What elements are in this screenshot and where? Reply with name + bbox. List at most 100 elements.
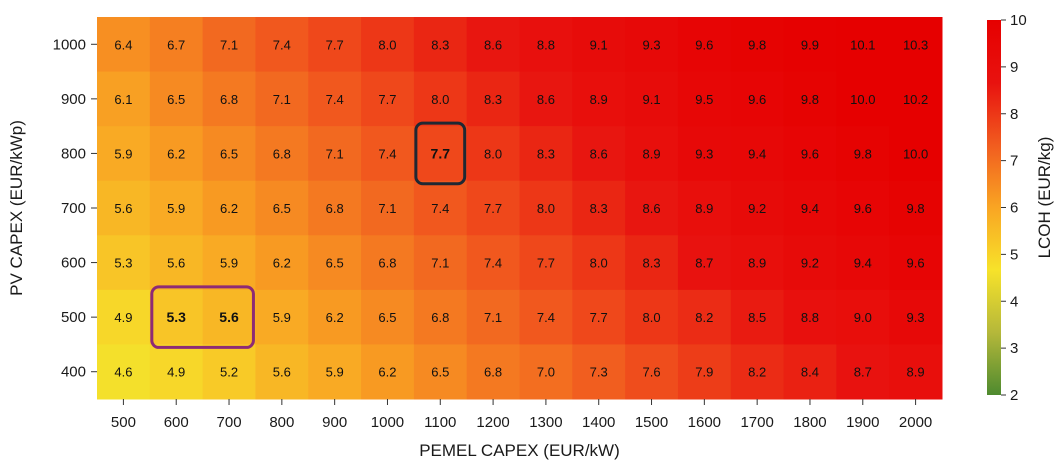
cell-value-label: 4.9 bbox=[167, 365, 185, 380]
cell-value-label: 7.4 bbox=[537, 310, 555, 325]
heatmap-cell bbox=[413, 235, 468, 291]
colorbar bbox=[987, 20, 1001, 395]
cell-value-label: 7.1 bbox=[273, 92, 291, 107]
cell-value-label: 9.5 bbox=[695, 92, 713, 107]
cell-value-label: 6.5 bbox=[167, 92, 185, 107]
heatmap-cell bbox=[836, 235, 890, 291]
cell-value-label: 8.0 bbox=[590, 256, 608, 271]
cell-value-label: 8.3 bbox=[431, 37, 449, 52]
heatmap-cell bbox=[836, 71, 890, 127]
cell-value-label: 8.9 bbox=[590, 92, 608, 107]
cell-value-label: 4.9 bbox=[114, 310, 132, 325]
cell-value-label: 4.6 bbox=[114, 365, 132, 380]
heatmap-cell bbox=[519, 17, 573, 73]
heatmap-cell bbox=[97, 235, 151, 291]
heatmap-cell bbox=[413, 180, 468, 236]
colorbar-tick-label: 4 bbox=[1010, 293, 1018, 310]
heatmap-cell bbox=[625, 180, 679, 236]
cell-value-label: 7.4 bbox=[484, 256, 502, 271]
cell-value-label: 6.2 bbox=[167, 146, 185, 161]
heatmap-cell bbox=[783, 235, 837, 291]
cell-value-label: 5.9 bbox=[167, 201, 185, 216]
heatmap-cell bbox=[889, 126, 943, 182]
cell-value-label: 5.6 bbox=[114, 201, 132, 216]
heatmap-cell bbox=[149, 235, 204, 291]
heatmap-cell bbox=[677, 17, 732, 73]
heatmap-cell bbox=[466, 71, 520, 127]
heatmap-cell bbox=[730, 180, 785, 236]
heatmap-cell bbox=[677, 235, 732, 291]
colorbar-tick-label: 8 bbox=[1010, 106, 1018, 123]
heatmap-cell bbox=[519, 344, 573, 400]
cell-value-label: 7.1 bbox=[484, 310, 502, 325]
cell-value-label: 6.7 bbox=[167, 37, 185, 52]
heatmap-cell bbox=[97, 180, 151, 236]
cell-value-label: 9.3 bbox=[642, 37, 660, 52]
cell-value-label: 6.5 bbox=[326, 256, 344, 271]
heatmap-cell bbox=[308, 180, 362, 236]
cell-value-label: 6.2 bbox=[220, 201, 238, 216]
heatmap-cell bbox=[625, 71, 679, 127]
heatmap-cell bbox=[466, 180, 520, 236]
heatmap-cell bbox=[202, 126, 256, 182]
cell-value-label: 5.9 bbox=[326, 365, 344, 380]
heatmap-cell bbox=[149, 289, 204, 345]
heatmap-cell bbox=[202, 235, 256, 291]
heatmap-cell bbox=[677, 289, 732, 345]
heatmap-cell bbox=[836, 180, 890, 236]
heatmap-cell bbox=[625, 289, 679, 345]
x-tick-label: 1200 bbox=[476, 414, 509, 431]
cell-value-label: 6.5 bbox=[378, 310, 396, 325]
x-tick-label: 1400 bbox=[582, 414, 615, 431]
colorbar-tick-label: 10 bbox=[1010, 12, 1027, 29]
heatmap-cell bbox=[361, 71, 415, 127]
x-tick-label: 1700 bbox=[740, 414, 773, 431]
cell-value-label: 9.3 bbox=[695, 146, 713, 161]
cell-value-label: 6.5 bbox=[273, 201, 291, 216]
heatmap-cell bbox=[572, 235, 626, 291]
heatmap-cell bbox=[308, 344, 362, 400]
cell-value-label: 6.8 bbox=[220, 92, 238, 107]
cell-value-label: 8.0 bbox=[378, 37, 396, 52]
heatmap-cell bbox=[889, 289, 943, 345]
x-tick-label: 1000 bbox=[371, 414, 404, 431]
cell-value-label: 8.3 bbox=[537, 146, 555, 161]
heatmap-cell bbox=[677, 126, 732, 182]
heatmap-cell bbox=[413, 289, 468, 345]
heatmap-cell bbox=[255, 344, 309, 400]
heatmap-cell bbox=[519, 126, 573, 182]
heatmap-cell bbox=[97, 71, 151, 127]
heatmap-cell bbox=[625, 126, 679, 182]
cell-value-label: 6.1 bbox=[114, 92, 132, 107]
heatmap-cell bbox=[889, 235, 943, 291]
heatmap-cell bbox=[361, 289, 415, 345]
heatmap-cell bbox=[361, 180, 415, 236]
cell-value-label: 8.0 bbox=[537, 201, 555, 216]
y-tick-label: 600 bbox=[61, 255, 86, 272]
cell-value-label: 8.6 bbox=[642, 201, 660, 216]
cell-value-label: 6.2 bbox=[378, 365, 396, 380]
cell-value-label: 7.1 bbox=[431, 256, 449, 271]
heatmap-cell bbox=[308, 126, 362, 182]
heatmap-cell bbox=[730, 235, 785, 291]
heatmap-cell bbox=[255, 71, 309, 127]
cell-value-label: 8.4 bbox=[801, 365, 819, 380]
heatmap-cell bbox=[572, 180, 626, 236]
cell-value-label: 7.7 bbox=[484, 201, 502, 216]
heatmap-cell bbox=[308, 71, 362, 127]
colorbar-ticks: 10 9 8 7 6 5 4 3 2 bbox=[1001, 12, 1027, 404]
heatmap-cell bbox=[677, 344, 732, 400]
cell-value-label: 6.8 bbox=[378, 256, 396, 271]
cell-value-label: 7.7 bbox=[590, 310, 608, 325]
cell-value-label: 9.6 bbox=[695, 37, 713, 52]
heatmap-cell bbox=[466, 126, 520, 182]
highlight-box bbox=[414, 121, 467, 186]
heatmap-cell bbox=[519, 71, 573, 127]
cell-value-label: 8.6 bbox=[484, 37, 502, 52]
heatmap-cell bbox=[677, 71, 732, 127]
heatmap-cells bbox=[97, 17, 943, 400]
heatmap-cell bbox=[361, 344, 415, 400]
cell-value-label: 7.7 bbox=[431, 145, 451, 161]
cell-value-label: 7.1 bbox=[378, 201, 396, 216]
x-tick-label: 700 bbox=[217, 414, 242, 431]
